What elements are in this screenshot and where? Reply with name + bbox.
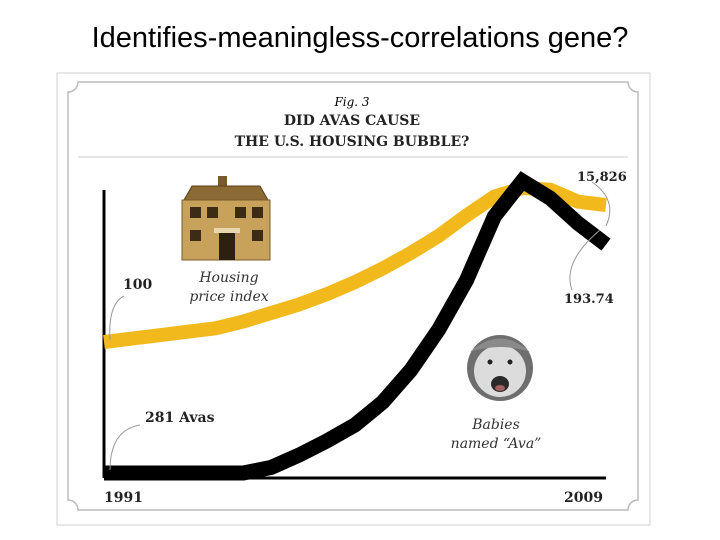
house-icon [181,176,271,261]
chart-title-line-1: DID AVAS CAUSE [284,113,420,129]
fig-label: Fig. 3 [333,95,369,109]
chart-outer-frame [56,72,651,526]
ava-end-label: 15,826 [577,170,627,185]
ava-start-label: 281 Avas [145,410,215,426]
chart-frame [67,81,639,511]
housing-start-label: 100 [123,277,152,293]
x-end-label: 2009 [564,490,603,506]
housing-name-line-2: price index [189,289,268,305]
baby-face-icon [467,335,533,401]
leader-ava-start [109,424,141,471]
leader-ava-end [591,181,611,227]
ava-name-line-1: Babies [471,417,520,433]
housing-name-line-1: Housing [198,270,258,286]
leader-housing-start [109,295,125,341]
x-start-label: 1991 [104,490,143,506]
series-line-ava [104,171,611,481]
leader-housing-end [569,229,601,291]
ava-name-line-2: named “Ava” [451,436,542,452]
series-line-housing [103,181,607,349]
chart-title-line-2: THE U.S. HOUSING BUBBLE? [235,134,470,150]
housing-end-label: 193.74 [564,292,614,307]
slide-title: Identifies-meaningless-correlations gene… [91,22,629,54]
